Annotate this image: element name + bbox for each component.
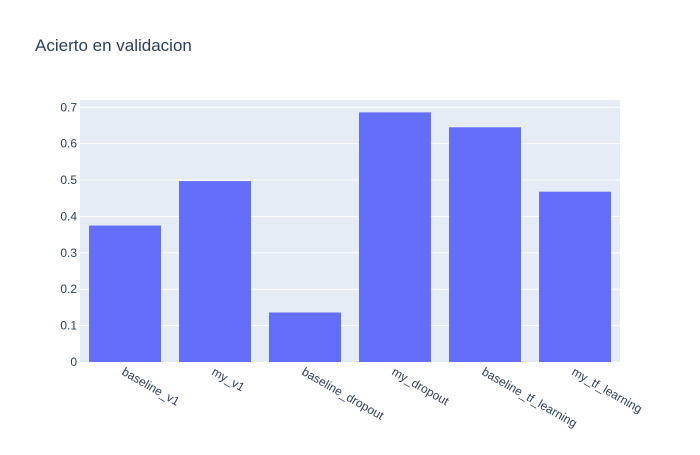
y-tick-label: 0.7: [60, 100, 77, 114]
bar-baseline_dropout: [269, 312, 341, 362]
y-tick-label: 0.3: [60, 246, 77, 260]
y-tick-label: 0.1: [60, 319, 77, 333]
y-tick-label: 0.5: [60, 173, 77, 187]
bar-my_tf_learning: [539, 191, 611, 362]
bar-baseline_v1: [89, 225, 161, 362]
bar-my_dropout: [359, 112, 431, 362]
chart-title: Acierto en validacion: [35, 36, 192, 55]
y-tick-label: 0.6: [60, 137, 77, 151]
x-tick-label: my_v1: [210, 364, 248, 394]
y-axis-ticks: 0 0.1 0.2 0.3 0.4 0.5 0.6 0.7: [60, 100, 77, 369]
x-axis-ticks: baseline_v1 my_v1 baseline_dropout my_dropo…: [120, 364, 645, 430]
y-tick-label: 0.2: [60, 282, 77, 296]
bar-baseline_tf_learning: [449, 127, 521, 363]
gridlines: [80, 106, 620, 327]
bar-my_v1: [179, 181, 251, 362]
x-tick-label: my_dropout: [390, 364, 452, 408]
x-tick-label: baseline_dropout: [300, 364, 387, 422]
y-tick-label: 0.4: [60, 209, 77, 223]
bars: [89, 112, 611, 363]
x-tick-label: baseline_tf_learning: [480, 364, 580, 430]
x-tick-label: my_tf_learning: [570, 364, 645, 415]
y-tick-label: 0: [70, 355, 77, 369]
x-tick-label: baseline_v1: [120, 364, 183, 408]
